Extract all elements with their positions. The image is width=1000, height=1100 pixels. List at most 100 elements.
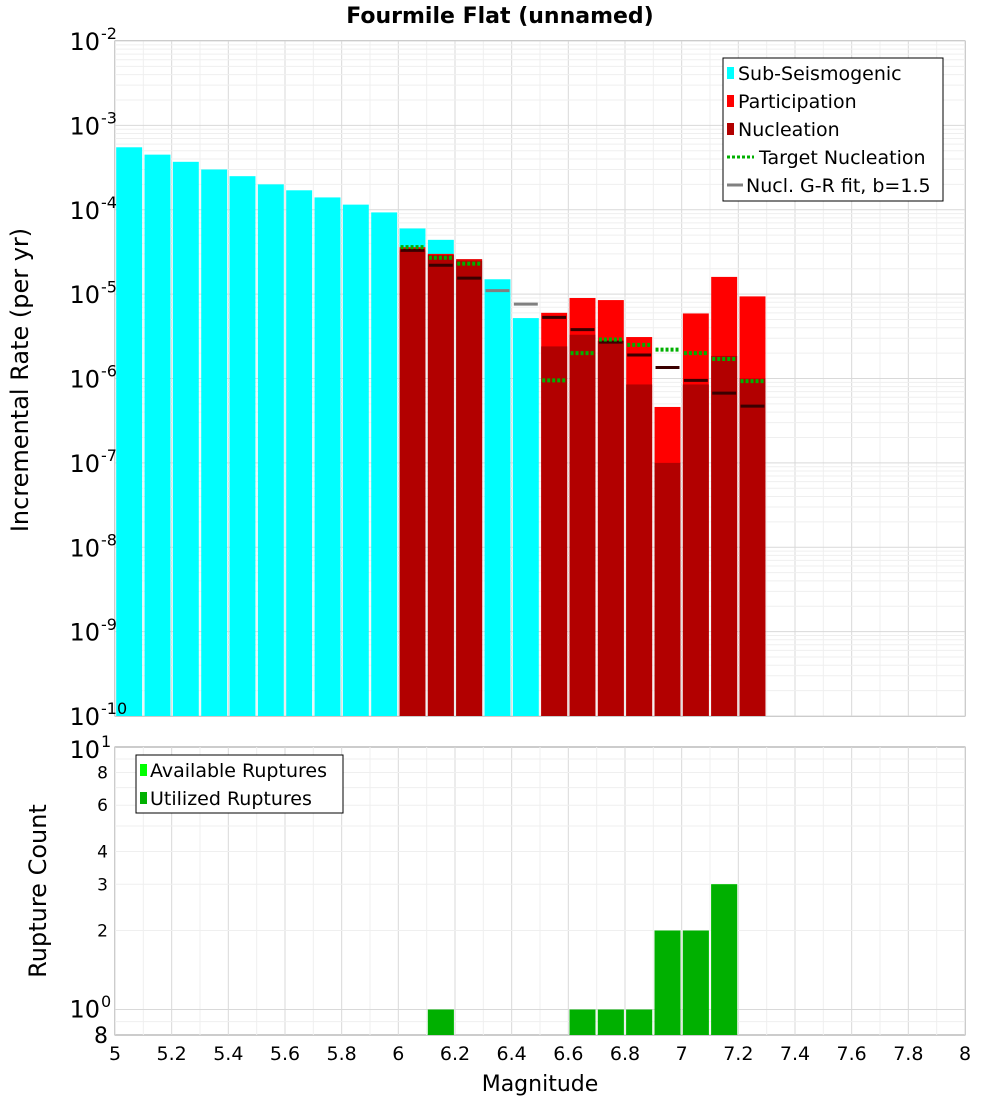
rate-y-tick: 10 -7 [69,446,117,478]
utilized-ruptures-bar [569,1009,596,1035]
count-y-power-tick-exponent: 1 [101,732,111,751]
nucleation-bar [682,384,709,716]
legend-swatch [727,67,734,79]
count-bars [427,884,738,1035]
rate-legend-label: Sub-Seismogenic [738,63,902,85]
count-legend-label: Utilized Ruptures [150,788,312,810]
rate-bars [116,147,766,716]
sub-seismogenic-bar [314,197,341,716]
count-y-power-tick-base: 10 [69,736,100,764]
count-y-tick: 2 [97,922,108,942]
rate-y-tick-exponent: -6 [101,362,117,381]
rate-markers [400,245,765,408]
x-tick-label: 5.2 [157,1043,187,1065]
utilized-ruptures-bar [711,884,738,1035]
legend-swatch [727,95,734,107]
nucleation-bar [711,355,738,716]
x-tick-label: 6.2 [440,1043,470,1065]
rate-y-tick: 10 -8 [69,530,117,562]
rate-y-tick-exponent: -7 [101,446,117,465]
count-legend-box [135,754,344,814]
rate-y-tick-exponent: -4 [101,193,117,212]
sub-seismogenic-bar [116,147,143,716]
x-tick-label: 7 [676,1043,688,1065]
rate-y-tick: 10 -4 [69,193,117,225]
count-y-power-tick-exponent: 0 [101,992,111,1011]
rate-y-tick-base: 10 [69,450,100,478]
rate-y-tick-base: 10 [69,281,100,309]
x-tick-label: 6.6 [553,1043,583,1065]
rate-y-tick-base: 10 [69,112,100,140]
count-y-power-tick: 10 1 [69,732,111,764]
rate-legend-label: Target Nucleation [758,147,926,169]
rate-y-tick-base: 10 [69,197,100,225]
utilized-ruptures-bar [626,1009,653,1035]
rate-y-tick: 10 -6 [69,362,117,394]
legend-swatch [140,764,147,776]
rate-y-tick-base: 10 [69,366,100,394]
x-tick-label: 5.4 [213,1043,243,1065]
rate-y-tick: 10 -5 [69,277,117,309]
chart-title: Fourmile Flat (unnamed) [346,4,653,29]
count-y-power-tick: 10 0 [69,992,111,1024]
nucleation-bar [597,340,624,716]
count-y-tick: 4 [97,842,108,862]
x-tick-label: 6.8 [610,1043,640,1065]
rate-y-tick-exponent: -3 [101,109,117,128]
x-tick-label: 5.8 [327,1043,357,1065]
rate-y-tick: 10 -10 [69,699,127,731]
x-tick-label: 6 [392,1043,404,1065]
rate-legend-label: Nucl. G-R fit, b=1.5 [746,175,931,197]
sub-seismogenic-bar [144,154,171,716]
rate-y-tick-base: 10 [69,28,100,56]
nucleation-bar [399,250,426,716]
rate-y-tick-exponent: -5 [101,277,117,296]
count-y-tick: 6 [97,796,108,816]
count-legend: Available Ruptures Utilized Ruptures [135,754,344,814]
sub-seismogenic-bar [484,279,511,716]
rate-y-ticks: 10-210-310-410-510-610-710-810-910-10 [69,24,127,731]
nucleation-bar [456,260,483,716]
x-tick-label: 7.4 [780,1043,810,1065]
count-y-axis-label: Rupture Count [24,804,52,978]
rate-y-tick: 10 -9 [69,615,117,647]
count-y-tick: 3 [97,875,108,895]
sub-seismogenic-bar [512,318,539,716]
rate-y-tick-exponent: -2 [101,24,117,43]
sub-seismogenic-bar [172,161,199,716]
x-tick-label: 7.2 [723,1043,753,1065]
nucleation-bar [626,384,653,716]
x-axis-label: Magnitude [482,1072,599,1097]
rate-y-tick: 10 -2 [69,24,117,56]
utilized-ruptures-bar [654,930,681,1035]
rate-y-tick-base: 10 [69,534,100,562]
rate-legend: Sub-Seismogenic Participation Nucleation Ta… [722,57,944,202]
rate-y-tick-base: 10 [69,703,100,731]
nucleation-bar [654,462,681,716]
magnitude-x-ticks: 5 5.2 5.4 5.6 5.8 6 6.2 6.4 6.6 6.8 7 7.2 7.4 7.6 7.8 8 [109,1043,971,1065]
legend-swatch [140,792,147,804]
count-y-power-tick-base: 10 [69,996,100,1024]
rate-gridlines [115,41,965,716]
count-y-tick: 8 [97,763,108,783]
count-y-tick: 8 [94,1024,108,1049]
nucleation-bar [569,334,596,716]
x-tick-label: 7.8 [893,1043,923,1065]
x-tick-label: 5 [109,1043,121,1065]
sub-seismogenic-bar [371,212,398,716]
sub-seismogenic-bar [257,184,284,716]
rate-legend-label: Participation [738,91,857,113]
rate-legend-box [722,57,944,202]
utilized-ruptures-bar [682,930,709,1035]
nucleation-bar [427,255,454,716]
rate-y-tick-exponent: -8 [101,530,117,549]
rate-y-tick-exponent: -10 [101,699,127,718]
sub-seismogenic-bar [342,204,369,716]
x-tick-label: 7.6 [837,1043,867,1065]
utilized-ruptures-bar [427,1009,454,1035]
rate-y-tick: 10 -3 [69,109,117,141]
nucleation-bar [739,378,766,716]
rate-y-axis-label: Incremental Rate (per yr) [6,228,34,532]
